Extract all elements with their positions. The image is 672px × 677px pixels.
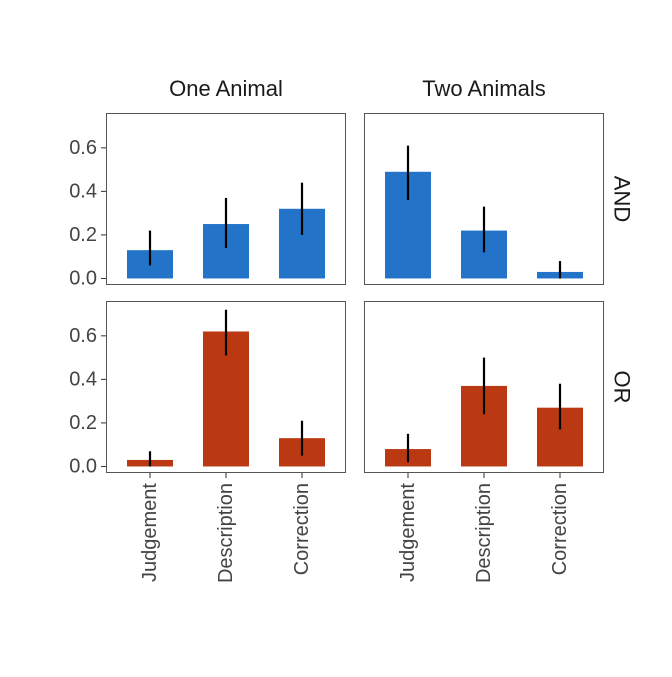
x-tick-label-correction: Correction: [291, 483, 313, 575]
panel-one-animal-or: 0.0 0.2 0.4 0.6 Judgement Description Correcti…: [69, 301, 346, 583]
facet-column-label-one-animal: One Animal: [169, 76, 283, 101]
y-tick-label: 0.4: [69, 368, 97, 390]
y-tick-label: 0.4: [69, 180, 97, 202]
x-tick-label-judgement: Judgement: [139, 483, 161, 582]
panel-one-animal-and: 0.0 0.2 0.4 0.6: [69, 113, 346, 289]
panel-border: [106, 301, 346, 473]
panel-border: [364, 113, 604, 285]
y-tick-label: 0.2: [69, 412, 97, 434]
panel-border: [364, 301, 604, 473]
y-tick-label: 0.6: [69, 325, 97, 347]
panel-border: [106, 113, 346, 285]
y-tick-label: 0.6: [69, 137, 97, 159]
panel-two-animals-and: [364, 113, 604, 285]
y-tick-label: 0.0: [69, 455, 97, 477]
facet-column-label-two-animals: Two Animals: [422, 76, 546, 101]
facet-row-label-or: OR: [610, 371, 635, 404]
x-tick-label-judgement: Judgement: [397, 483, 419, 582]
x-tick-label-correction: Correction: [549, 483, 571, 575]
panel-two-animals-or: Judgement Description Correction: [364, 301, 604, 583]
panels-layer: One Animal Two AnimalsANDOR0.00.20.40.60.…: [69, 76, 634, 583]
facet-row-label-and: AND: [610, 176, 635, 222]
x-tick-label-description: Description: [473, 483, 495, 583]
y-tick-label: 0.0: [69, 267, 97, 289]
x-tick-label-description: Description: [215, 483, 237, 583]
y-tick-label: 0.2: [69, 224, 97, 246]
